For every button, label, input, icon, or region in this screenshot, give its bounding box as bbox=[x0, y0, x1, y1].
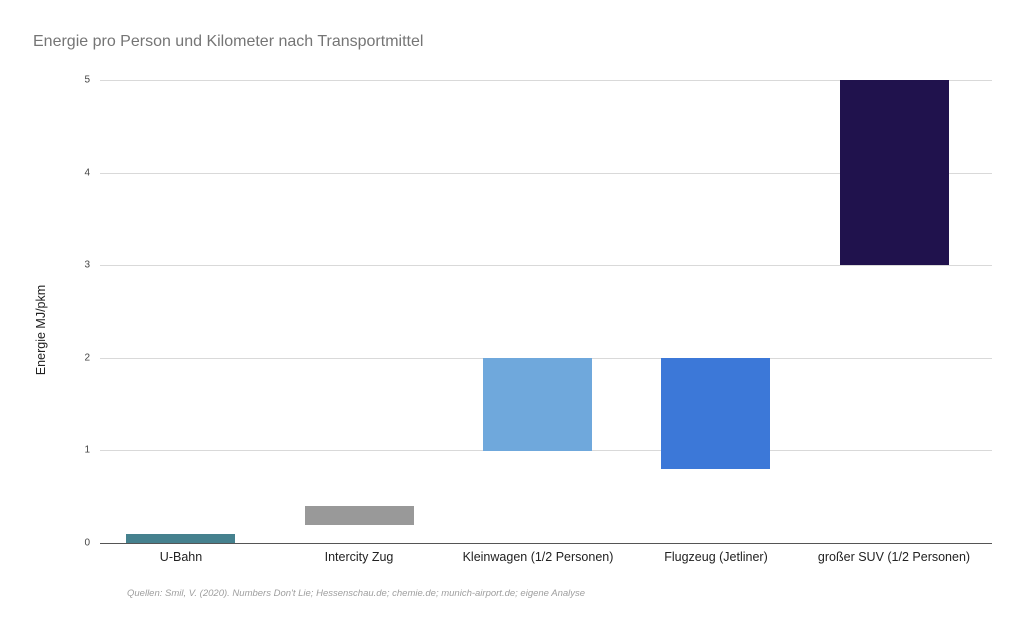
x-tick-label: U-Bahn bbox=[159, 550, 203, 564]
y-tick-label: 5 bbox=[84, 74, 90, 86]
x-tick-label: Kleinwagen (1/2 Personen) bbox=[462, 550, 614, 564]
y-axis-label: Energie MJ/pkm bbox=[34, 284, 48, 376]
gridline bbox=[100, 173, 992, 174]
x-tick-label: großer SUV (1/2 Personen) bbox=[817, 550, 971, 564]
y-tick-label: 3 bbox=[84, 259, 90, 271]
bar-kleinwagen-1-2-personen bbox=[483, 358, 592, 451]
y-tick-label: 2 bbox=[84, 352, 90, 364]
y-tick-label: 0 bbox=[84, 537, 90, 549]
plot-area bbox=[100, 0, 992, 633]
bar-u-bahn bbox=[126, 534, 235, 543]
bar-flugzeug-jetliner bbox=[661, 358, 770, 469]
x-tick-label: Flugzeug (Jetliner) bbox=[664, 550, 768, 564]
gridline bbox=[100, 265, 992, 266]
gridline bbox=[100, 80, 992, 81]
y-tick-label: 4 bbox=[84, 167, 90, 179]
chart-title: Energie pro Person und Kilometer nach Tr… bbox=[33, 33, 424, 50]
bar-intercity-zug bbox=[305, 506, 414, 525]
source-note: Quellen: Smil, V. (2020). Numbers Don't … bbox=[127, 588, 586, 599]
y-tick-label: 1 bbox=[84, 444, 90, 456]
bar-gro-er-suv-1-2-personen bbox=[840, 80, 949, 265]
x-axis-baseline bbox=[100, 543, 992, 544]
x-tick-label: Intercity Zug bbox=[324, 550, 394, 564]
